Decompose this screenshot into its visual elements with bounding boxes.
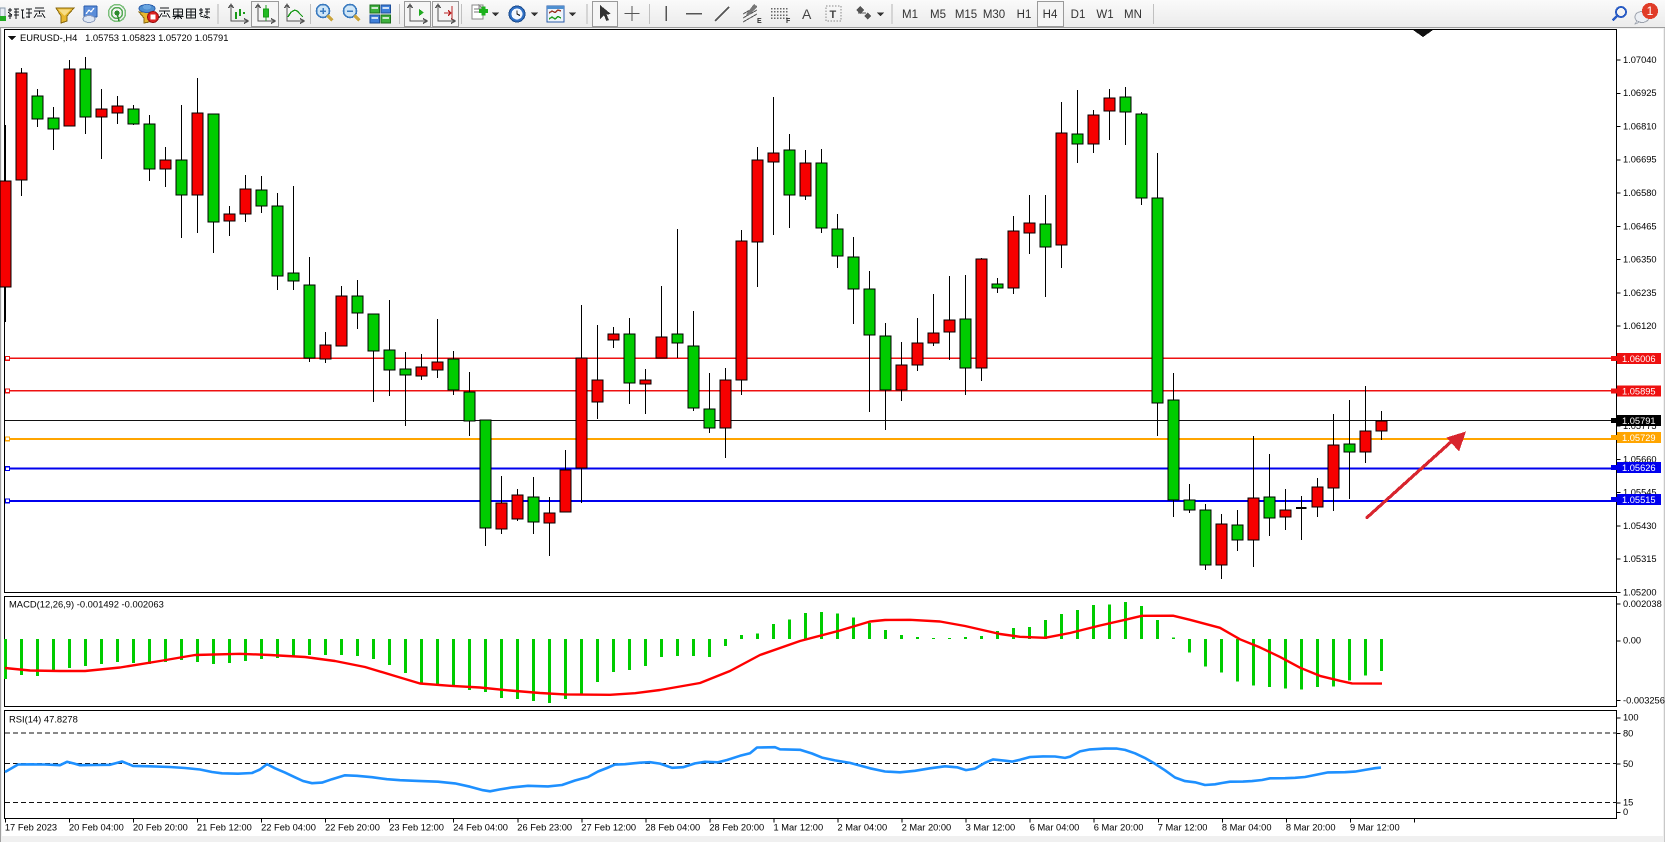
- svg-text:28 Feb 20:00: 28 Feb 20:00: [709, 823, 764, 833]
- svg-text:50: 50: [1623, 759, 1633, 769]
- svg-text:1.05775: 1.05775: [1623, 421, 1657, 431]
- svg-text:H4: H4: [1043, 9, 1058, 21]
- svg-text:1.06580: 1.06580: [1623, 188, 1657, 198]
- svg-text:80: 80: [1623, 728, 1633, 738]
- svg-text:1: 1: [1647, 4, 1654, 18]
- svg-text:26 Feb 23:00: 26 Feb 23:00: [517, 823, 572, 833]
- svg-text:3 Mar 12:00: 3 Mar 12:00: [966, 823, 1016, 833]
- svg-text:MACD(12,26,9) -0.001492 -0.002: MACD(12,26,9) -0.001492 -0.002063: [9, 599, 164, 610]
- svg-text:1 Mar 12:00: 1 Mar 12:00: [774, 823, 824, 833]
- svg-text:20 Feb 04:00: 20 Feb 04:00: [69, 823, 124, 833]
- svg-text:1.06925: 1.06925: [1623, 88, 1657, 98]
- svg-text:8 Mar 20:00: 8 Mar 20:00: [1286, 823, 1336, 833]
- svg-text:1.05315: 1.05315: [1623, 554, 1657, 564]
- svg-text:EURUSD-,H4 1.05753 1.05823 1: EURUSD-,H4 1.05753 1.05823 1.05720 1.057…: [20, 32, 228, 43]
- svg-text:7 Mar 12:00: 7 Mar 12:00: [1158, 823, 1208, 833]
- svg-text:8 Mar 04:00: 8 Mar 04:00: [1222, 823, 1272, 833]
- svg-text:1.05895: 1.05895: [1622, 386, 1656, 396]
- svg-text:-0.003256: -0.003256: [1623, 696, 1665, 706]
- svg-text:28 Feb 04:00: 28 Feb 04:00: [645, 823, 700, 833]
- svg-text:RSI(14) 47.8278: RSI(14) 47.8278: [9, 714, 78, 725]
- svg-text:1.05430: 1.05430: [1623, 521, 1657, 531]
- svg-text:0: 0: [1623, 807, 1628, 817]
- svg-text:1.05200: 1.05200: [1623, 587, 1657, 597]
- svg-text:2 Mar 04:00: 2 Mar 04:00: [838, 823, 888, 833]
- svg-text:M5: M5: [930, 9, 946, 21]
- svg-text:M1: M1: [902, 9, 918, 21]
- svg-text:9 Mar 12:00: 9 Mar 12:00: [1350, 823, 1400, 833]
- svg-text:1.06235: 1.06235: [1623, 288, 1657, 298]
- svg-text:1.05660: 1.05660: [1623, 454, 1657, 464]
- svg-text:1.05791: 1.05791: [1622, 416, 1656, 426]
- svg-text:1.06810: 1.06810: [1623, 122, 1657, 132]
- svg-text:1.06350: 1.06350: [1623, 255, 1657, 265]
- svg-text:M30: M30: [983, 9, 1005, 21]
- svg-text:1.06120: 1.06120: [1623, 321, 1657, 331]
- svg-text:D1: D1: [1071, 9, 1086, 21]
- svg-text:1.05515: 1.05515: [1622, 495, 1656, 505]
- svg-text:E: E: [757, 18, 762, 25]
- svg-text:6 Mar 20:00: 6 Mar 20:00: [1094, 823, 1144, 833]
- svg-text:6 Mar 04:00: 6 Mar 04:00: [1030, 823, 1080, 833]
- svg-text:F: F: [786, 18, 791, 25]
- svg-text:1.06695: 1.06695: [1623, 155, 1657, 165]
- svg-text:27 Feb 12:00: 27 Feb 12:00: [581, 823, 636, 833]
- svg-text:20 Feb 20:00: 20 Feb 20:00: [133, 823, 188, 833]
- svg-text:1.06006: 1.06006: [1622, 354, 1656, 364]
- svg-text:24 Feb 04:00: 24 Feb 04:00: [453, 823, 508, 833]
- svg-text:21 Feb 12:00: 21 Feb 12:00: [197, 823, 252, 833]
- svg-text:M15: M15: [955, 9, 977, 21]
- svg-text:MN: MN: [1124, 9, 1142, 21]
- svg-text:H1: H1: [1017, 9, 1032, 21]
- svg-text:1.06465: 1.06465: [1623, 221, 1657, 231]
- svg-text:0.002038: 0.002038: [1623, 599, 1662, 609]
- svg-text:1.05626: 1.05626: [1622, 463, 1656, 473]
- svg-text:W1: W1: [1096, 9, 1113, 21]
- svg-text:2 Mar 20:00: 2 Mar 20:00: [902, 823, 952, 833]
- svg-text:15: 15: [1623, 798, 1633, 808]
- svg-text:1.05545: 1.05545: [1623, 488, 1657, 498]
- svg-text:23 Feb 12:00: 23 Feb 12:00: [389, 823, 444, 833]
- svg-text:1.05729: 1.05729: [1622, 433, 1656, 443]
- svg-text:1.07040: 1.07040: [1623, 55, 1657, 65]
- svg-text:0.00: 0.00: [1623, 636, 1641, 646]
- svg-text:17 Feb 2023: 17 Feb 2023: [5, 823, 57, 833]
- svg-text:22 Feb 04:00: 22 Feb 04:00: [261, 823, 316, 833]
- svg-text:A: A: [802, 6, 812, 22]
- svg-text:T: T: [830, 9, 837, 21]
- svg-text:100: 100: [1623, 713, 1639, 723]
- svg-text:22 Feb 20:00: 22 Feb 20:00: [325, 823, 380, 833]
